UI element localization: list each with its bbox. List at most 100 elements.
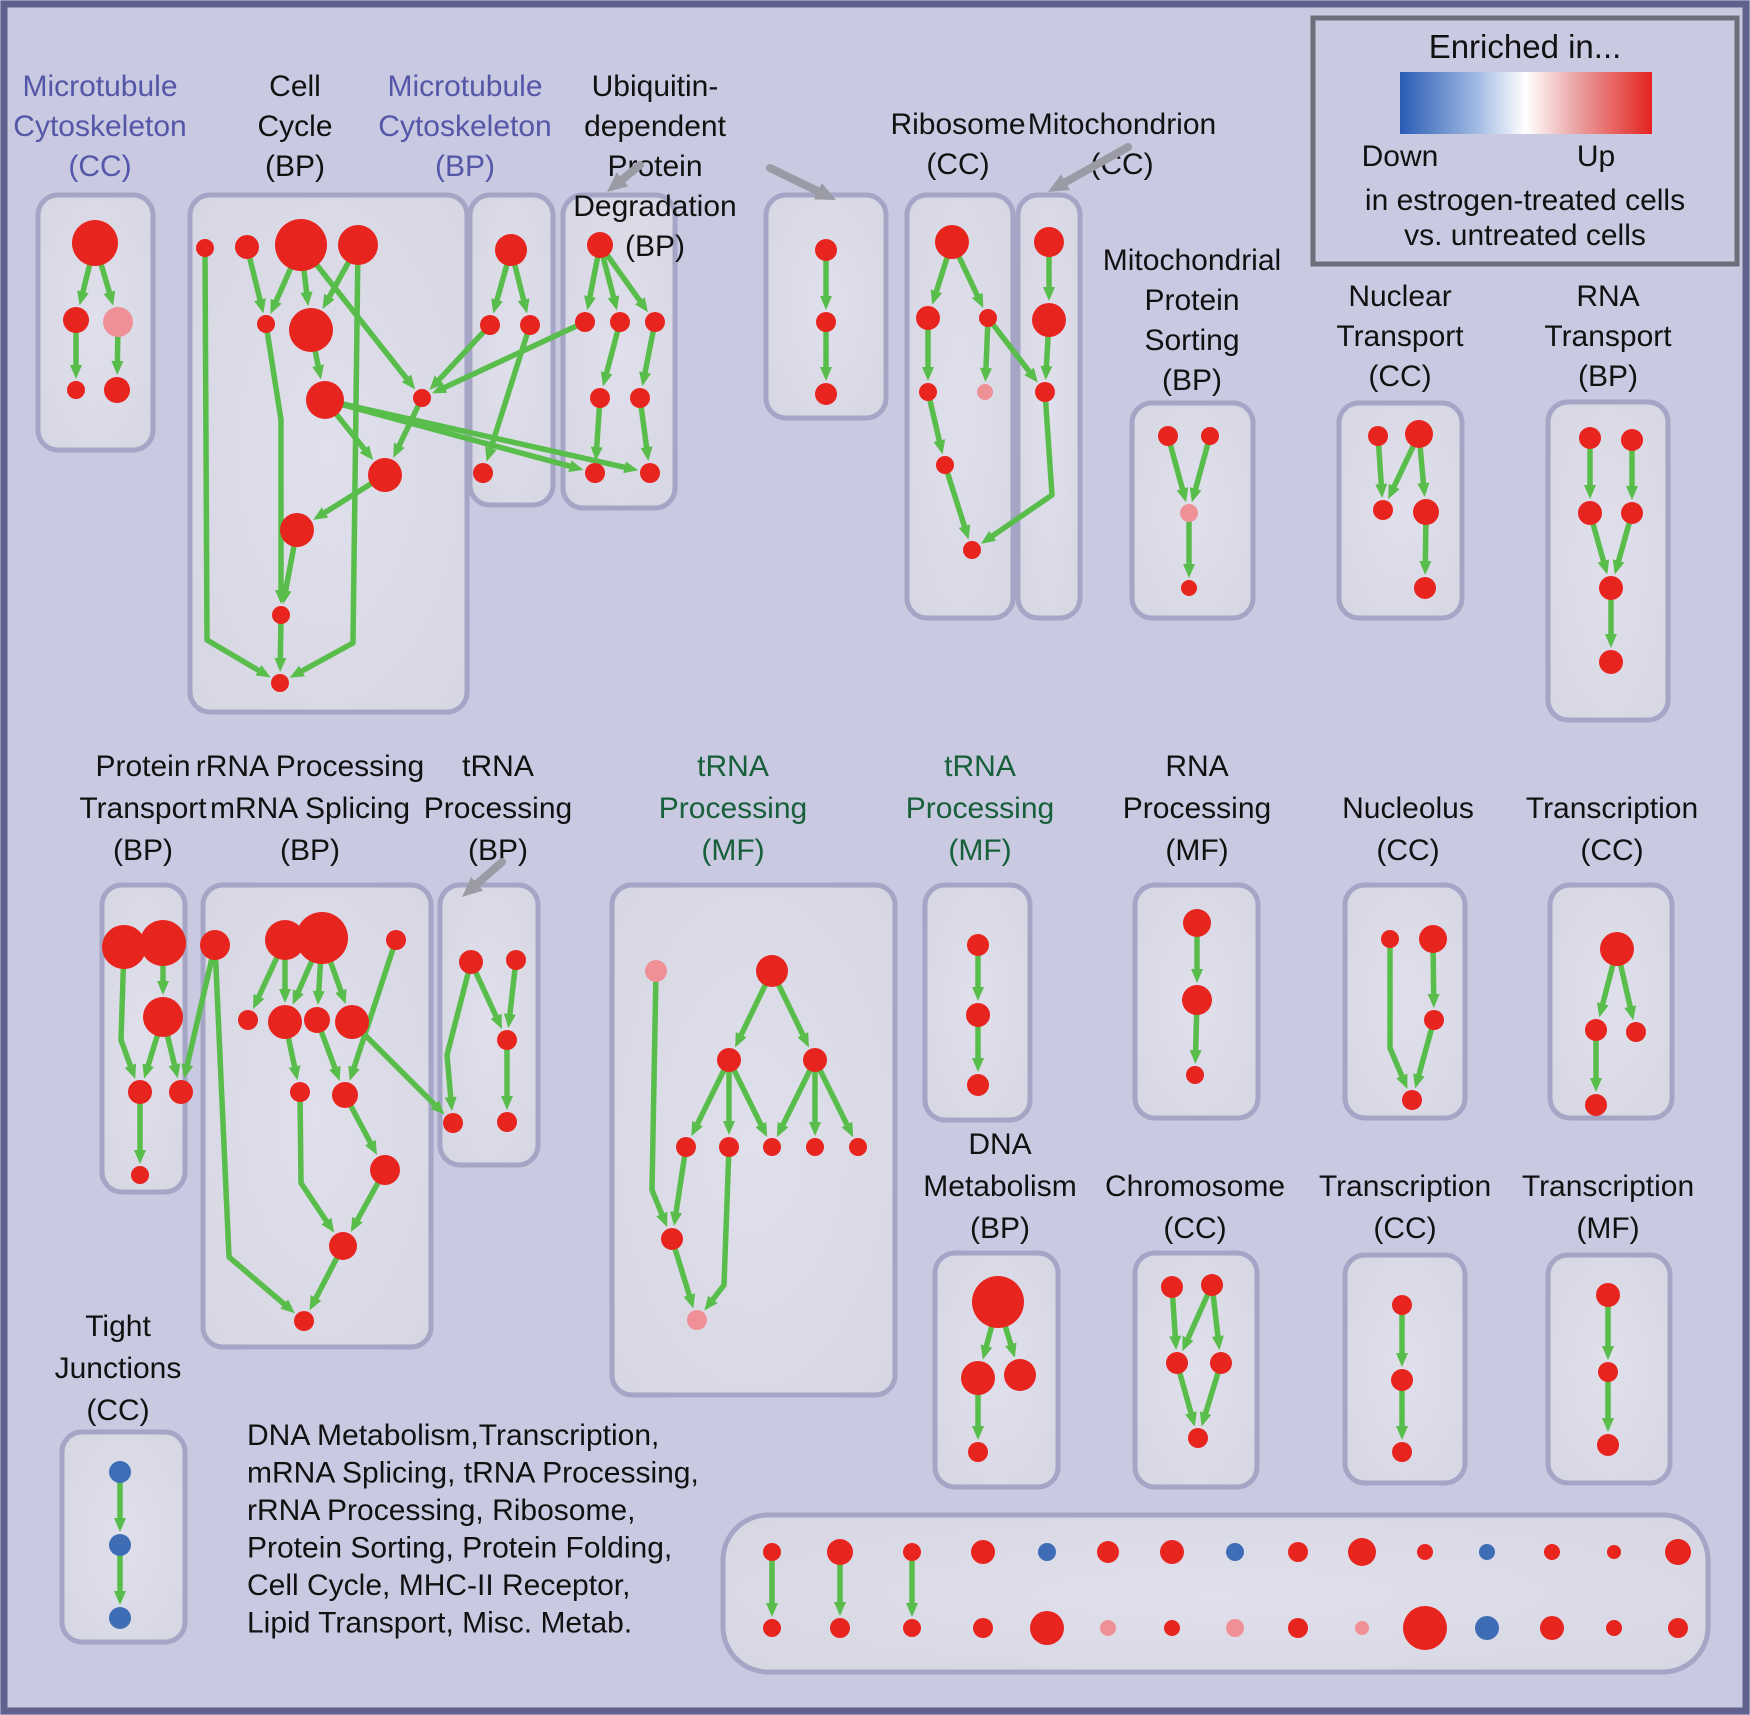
node-protein-transport-k6 <box>131 1166 149 1184</box>
legend-down-label: Down <box>1362 140 1439 173</box>
node-merged-misc-cluster-x3b <box>903 1619 921 1637</box>
edge-x1a-x1b-head <box>766 1603 778 1617</box>
node-rna-transport-j6 <box>1599 650 1623 674</box>
node-rrna-processing-mrna-splicing-l1 <box>200 930 230 960</box>
node-nuclear-transport-i1 <box>1368 426 1388 446</box>
edge-k3-k5-head <box>168 1063 181 1079</box>
node-rrna-processing-mrna-splicing-l2 <box>265 920 305 960</box>
node-mitochondrion-cc-g1 <box>1034 227 1064 257</box>
node-tight-junctions-w1 <box>109 1461 131 1483</box>
edge-l8-m4 <box>361 1031 438 1108</box>
edge-k1-k4 <box>118 966 134 1069</box>
cluster-label-ubiquitin-protein-degradation-left-line2: dependent <box>584 110 726 143</box>
edge-l6-l9 <box>285 1035 298 1070</box>
node-rrna-processing-mrna-splicing-l6 <box>268 1005 302 1039</box>
edge-d1-d4 <box>604 252 643 304</box>
cluster-label-trna-processing-mf-small-line3: (MF) <box>948 834 1011 867</box>
edge-l7-l10-head <box>329 1065 341 1081</box>
edge-j4-j5-head <box>1612 559 1625 575</box>
edge-k3-k5 <box>164 1033 178 1068</box>
node-protein-transport-k1 <box>102 925 146 969</box>
edge-l11-l12 <box>354 1180 381 1223</box>
edge-o1-o2-head <box>972 987 984 1001</box>
node-ribosome-cc-f3 <box>979 309 997 327</box>
edge-n3-n6-head <box>723 1121 735 1135</box>
cluster-label-trna-processing-mf-small-line1: tRNA <box>944 750 1016 783</box>
edge-n2-n3 <box>738 982 768 1038</box>
cluster-label-cell-cycle-line3: (BP) <box>265 150 325 183</box>
cluster-label-rrna-processing-mrna-splicing-line1: rRNA Processing <box>196 750 424 783</box>
cluster-label-rna-processing-mf-line2: Processing <box>1123 792 1271 825</box>
node-microtubule-cc-a4 <box>67 381 85 399</box>
edge-n3-n7-head <box>755 1121 768 1138</box>
node-merged-misc-cluster-x12b <box>1475 1616 1499 1640</box>
cluster-label-chromosome-line2: (CC) <box>1163 1212 1226 1245</box>
edge-j5-j6-head <box>1605 634 1617 648</box>
node-ubiquitin-protein-degradation-right-e2 <box>816 312 836 332</box>
pointer-arrow-ubiquitin-to-left-box <box>618 161 644 184</box>
edge-b3-b5 <box>273 266 294 304</box>
node-trna-processing-mf-large-n8 <box>806 1138 824 1156</box>
node-ribosome-cc-f7 <box>963 541 981 559</box>
cluster-label-trna-processing-mf-large-line1: tRNA <box>697 750 769 783</box>
edge-d1-d2-head <box>584 295 596 311</box>
node-chromosome-t4 <box>1210 1352 1232 1374</box>
node-cell-cycle-b3 <box>275 219 327 271</box>
cluster-label-trna-processing-mf-small-line2: Processing <box>906 792 1054 825</box>
edge-l1-l13-head <box>280 1299 295 1314</box>
edge-u1-u2-head <box>1396 1353 1408 1367</box>
edge-j3-j5 <box>1590 521 1607 564</box>
node-trna-processing-mf-small-o1 <box>967 934 989 956</box>
edge-l7-l10 <box>318 1029 338 1071</box>
edge-f1-f3-head <box>971 292 984 309</box>
node-ribosome-cc-f5 <box>977 384 993 400</box>
node-rna-processing-mf-p2 <box>1182 985 1212 1015</box>
node-trna-processing-mf-large-n3 <box>717 1048 741 1072</box>
edge-e2-e3-head <box>820 367 832 381</box>
node-microtubule-bp-c2 <box>480 315 500 335</box>
cluster-label-transcription-cc-bottom-line2: (CC) <box>1373 1212 1436 1245</box>
edge-q1-q4-head <box>1396 1073 1408 1089</box>
node-transcription-cc-bottom-u2 <box>1391 1369 1413 1391</box>
cluster-label-microtubule-bp-line2: Cytoskeleton <box>378 110 551 143</box>
edge-r2-r4-head <box>1590 1078 1602 1092</box>
node-ubiquitin-protein-degradation-right-e1 <box>815 239 837 261</box>
edge-t1-t3-head <box>1169 1335 1182 1351</box>
edge-d2-b8 <box>441 323 579 391</box>
node-mitochondrial-protein-sorting-h2 <box>1201 427 1219 445</box>
node-rrna-processing-mrna-splicing-l9 <box>290 1082 310 1102</box>
node-transcription-cc-mid-r3 <box>1626 1022 1646 1042</box>
cluster-box-dna-metabolism <box>932 1250 1061 1490</box>
node-trna-processing-mf-large-n10 <box>661 1228 683 1250</box>
edge-n4-n9 <box>817 1068 850 1128</box>
node-rna-transport-j2 <box>1621 429 1643 451</box>
node-microtubule-cc-a2 <box>63 307 89 333</box>
caption-line-5: Cell Cycle, MHC-II Receptor, <box>247 1569 630 1602</box>
edge-n2-n4-head <box>797 1032 809 1048</box>
edge-l1-k5 <box>184 956 215 1068</box>
edge-n4-n8-head <box>809 1122 821 1136</box>
cluster-label-protein-transport-line1: Protein <box>95 750 190 783</box>
node-microtubule-bp-c3 <box>520 315 540 335</box>
node-rna-transport-j3 <box>1578 501 1602 525</box>
edge-i1-i3 <box>1375 443 1384 487</box>
node-protein-transport-k3 <box>143 997 183 1037</box>
edge-g2-g3 <box>1043 334 1051 369</box>
edge-r1-r3-head <box>1624 1005 1637 1021</box>
edge-c2-b8-head <box>429 375 444 390</box>
edge-d1-d3-head <box>607 295 620 311</box>
node-merged-misc-cluster-x6b <box>1100 1620 1116 1636</box>
edge-n1-n10-head <box>656 1211 668 1227</box>
legend-frame <box>1310 15 1740 267</box>
node-merged-misc-cluster-x14a <box>1607 1545 1621 1559</box>
node-ubiquitin-protein-degradation-left-d2 <box>575 312 595 332</box>
node-protein-transport-k4 <box>128 1080 152 1104</box>
node-merged-misc-cluster-x15a <box>1665 1539 1691 1565</box>
cluster-label-mitochondrial-protein-sorting-line3: Sorting <box>1144 324 1239 357</box>
cluster-label-nucleolus-line2: (CC) <box>1376 834 1439 867</box>
edge-g2-g3-head <box>1040 365 1053 381</box>
node-trna-processing-mf-large-n9 <box>849 1138 867 1156</box>
caption-line-1: DNA Metabolism,Transcription, <box>247 1419 659 1452</box>
edge-f1-f3 <box>956 254 981 299</box>
